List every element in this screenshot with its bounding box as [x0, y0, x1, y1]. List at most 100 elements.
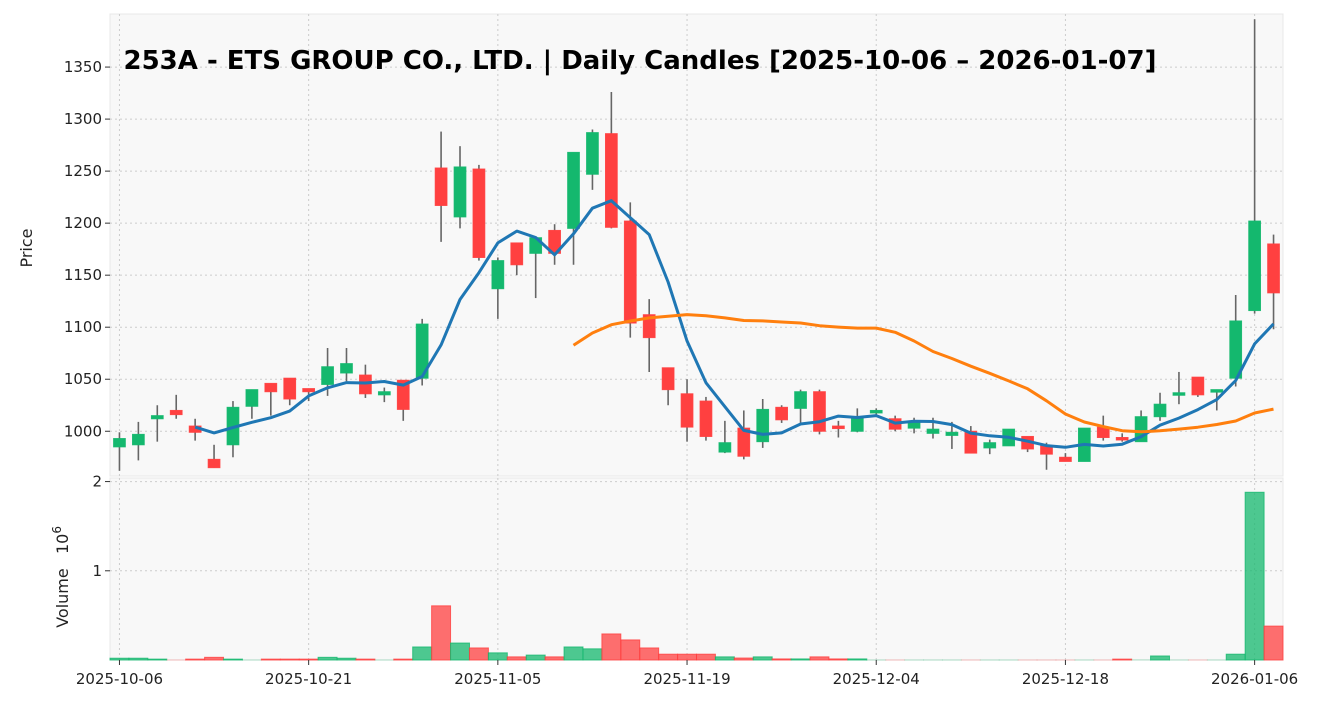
volume-bar [374, 659, 395, 661]
ma5-line [194, 199, 1275, 449]
x-tick-label: 2025-11-05 [454, 670, 541, 688]
candle-body [264, 382, 278, 393]
candle-body [1115, 437, 1129, 441]
volume-bar [431, 605, 452, 661]
volume-bar [923, 659, 943, 661]
candle-body [132, 433, 145, 446]
candle-body [718, 442, 732, 453]
candle-body [680, 393, 694, 428]
axes: 1000 1050 1100 1150 1200 1250 1300 1350 1 2 2025-1… [64, 58, 1298, 688]
candle-body [396, 379, 410, 410]
volume-bar [241, 659, 262, 661]
volume-bar [1225, 653, 1246, 661]
volume-bar [658, 653, 679, 661]
volume-bar [487, 652, 508, 661]
candle-body [699, 400, 713, 437]
moving-averages [194, 199, 1275, 449]
volume-bar [506, 656, 527, 661]
price-tick-label: 1000 [64, 422, 102, 440]
volume-bar [639, 647, 660, 661]
volume-bar [771, 658, 792, 661]
volume-axis-label: Volume [53, 568, 72, 628]
candle-body [321, 366, 334, 385]
candle-body [283, 377, 297, 400]
volume-bar [450, 642, 470, 661]
candle-body [869, 409, 883, 414]
volume-bar [1244, 491, 1265, 661]
volume-bar [1168, 659, 1189, 661]
price-panel [109, 13, 1284, 477]
volume-bar [185, 658, 206, 661]
candle-body [1172, 392, 1186, 396]
volume-bar [1112, 658, 1133, 661]
volume-bar [828, 658, 849, 661]
candle-body [207, 458, 221, 469]
candle-body [472, 168, 486, 258]
volume-bar [998, 659, 1019, 661]
volume-bar [1263, 625, 1284, 661]
candle-body [245, 389, 259, 407]
price-tick-label: 1050 [64, 370, 102, 388]
volume-tick-label: 1 [92, 562, 102, 580]
volume-bar [1131, 659, 1152, 661]
volume-bar [468, 647, 489, 661]
volume-bar [714, 656, 735, 661]
candle-body [510, 242, 524, 266]
candle-body [604, 133, 618, 228]
candle-body [642, 314, 656, 339]
volume-bar [1150, 655, 1170, 661]
volume-bar [128, 657, 149, 661]
volume-bar [1036, 659, 1057, 661]
volume-bar [904, 659, 925, 661]
price-tick-label: 1350 [64, 58, 102, 76]
x-tick-label: 2026-01-06 [1211, 670, 1298, 688]
volume-bar [166, 659, 187, 661]
candle-body [964, 430, 978, 454]
x-tick-label: 2025-11-19 [643, 670, 730, 688]
volume-bar [412, 646, 433, 661]
volume-bar [109, 657, 130, 661]
price-tick-label: 1150 [64, 266, 102, 284]
volume-bar [620, 639, 641, 661]
volume-bar [733, 657, 754, 661]
volume-exponent: 106 [50, 526, 72, 554]
price-tick-label: 1100 [64, 318, 102, 336]
volume-bar [355, 658, 376, 661]
candle-body [813, 391, 826, 432]
candle-body [453, 166, 467, 218]
candle-body [794, 391, 807, 409]
candle-body [945, 431, 959, 436]
candle-body [113, 438, 126, 448]
candle-body [302, 388, 316, 393]
candle-body [340, 363, 353, 374]
y-axis-label: Price [17, 228, 36, 267]
volume-bar [847, 658, 868, 661]
volume-bar [279, 658, 300, 661]
candle-body [983, 442, 997, 449]
candle-body [1210, 389, 1224, 393]
volume-bar [525, 654, 546, 661]
volume-bar [696, 653, 716, 661]
volume-bar [885, 659, 906, 661]
volume-bar [809, 656, 830, 661]
candle-body [1153, 403, 1167, 418]
volume-bars [109, 491, 1284, 661]
volume-bar [752, 656, 773, 661]
volume-bar [204, 656, 225, 661]
volume-panel [109, 477, 1284, 661]
price-tick-label: 1200 [64, 214, 102, 232]
x-tick-label: 2025-10-06 [76, 670, 163, 688]
candle-body [150, 415, 164, 420]
volume-bar [544, 656, 565, 661]
candle-body [415, 323, 429, 379]
volume-bar [336, 657, 357, 661]
candle-body [1248, 220, 1261, 312]
volume-bar [147, 658, 168, 661]
candle-body [1191, 376, 1205, 396]
volume-bar [223, 658, 243, 661]
volume-exponent-base: 10 [53, 534, 72, 554]
price-tick-label: 1250 [64, 162, 102, 180]
candle-body [775, 406, 789, 421]
